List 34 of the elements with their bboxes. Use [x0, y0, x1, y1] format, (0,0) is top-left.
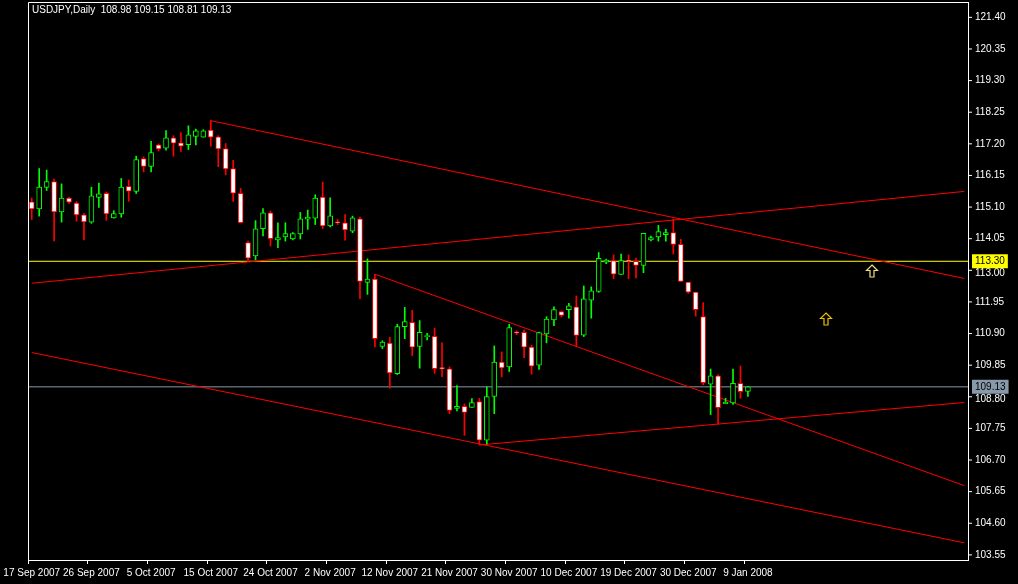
chart-title: USDJPY,Daily 108.98 109.15 108.81 109.13	[32, 3, 232, 15]
x-tick-label: 17 Sep 2007	[3, 566, 61, 578]
y-tick-label: 114.05	[975, 232, 1006, 244]
y-tick-label: 119.30	[975, 74, 1006, 86]
x-tick-label: 19 Dec 2007	[600, 566, 658, 578]
y-tick-label: 116.15	[975, 169, 1006, 181]
y-tick-label: 105.65	[975, 485, 1007, 497]
y-tick-label: 110.90	[975, 327, 1006, 339]
y-tick-label: 104.60	[975, 517, 1007, 529]
y-tick-label: 109.85	[975, 358, 1007, 370]
y-tick-label: 103.55	[975, 548, 1007, 560]
x-tick-label: 30 Nov 2007	[480, 566, 538, 578]
ref-line-label: 113.30	[975, 255, 1006, 267]
ref-line-label: 109.13	[975, 380, 1007, 392]
y-tick-label: 115.10	[975, 200, 1006, 212]
x-tick-label: 9 Jan 2008	[723, 566, 774, 578]
y-tick-label: 107.75	[975, 422, 1007, 434]
x-tick-label: 26 Sep 2007	[63, 566, 121, 578]
y-tick-label: 121.40	[975, 11, 1007, 23]
x-tick-label: 15 Oct 2007	[183, 566, 239, 578]
x-tick-label: 30 Dec 2007	[659, 566, 718, 578]
x-tick-label: 10 Dec 2007	[540, 566, 598, 578]
x-tick-label: 12 Nov 2007	[361, 566, 419, 578]
y-tick-label: 111.95	[975, 295, 1005, 307]
x-tick-label: 21 Nov 2007	[421, 566, 479, 578]
y-tick-label: 106.70	[975, 453, 1007, 465]
x-tick-label: 24 Oct 2007	[243, 566, 299, 578]
y-tick-label: 113.00	[975, 267, 1006, 279]
y-tick-label: 118.25	[975, 105, 1006, 117]
y-tick-label: 117.20	[975, 137, 1006, 149]
y-tick-label: 120.35	[975, 42, 1007, 54]
x-tick-label: 2 Nov 2007	[304, 566, 357, 578]
x-tick-label: 5 Oct 2007	[126, 566, 176, 578]
y-tick-label: 108.80	[975, 392, 1007, 404]
